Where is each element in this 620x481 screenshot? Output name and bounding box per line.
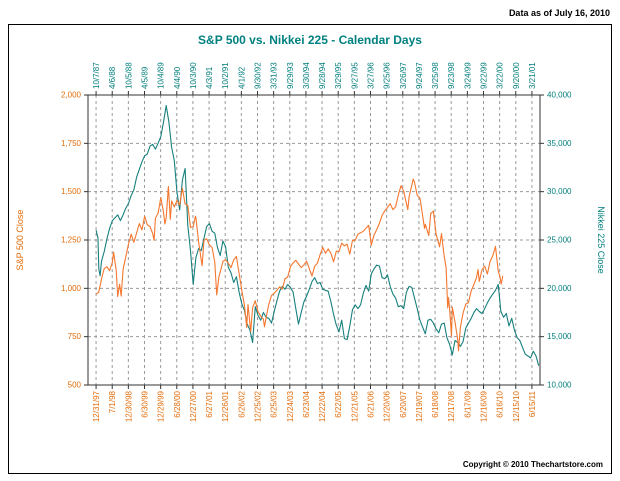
left-axis-title: S&P 500 Close bbox=[15, 210, 25, 271]
bottom-date-label: 12/29/99 bbox=[157, 390, 166, 422]
top-date-label: 9/27/95 bbox=[350, 62, 359, 89]
copyright-label: Copyright © 2010 Thechartstore.com bbox=[462, 460, 603, 469]
bottom-date-label: 6/21/06 bbox=[367, 390, 376, 417]
top-date-label: 9/24/97 bbox=[415, 62, 424, 89]
bottom-date-label: 6/15/11 bbox=[528, 390, 537, 417]
bottom-date-label: 6/23/04 bbox=[302, 390, 311, 417]
top-date-label: 9/22/99 bbox=[480, 62, 489, 89]
right-tick-label: 40,000 bbox=[547, 91, 572, 100]
top-date-label: 3/24/99 bbox=[463, 62, 472, 89]
bottom-date-label: 6/20/07 bbox=[399, 390, 408, 417]
left-tick-label: 500 bbox=[68, 381, 82, 390]
right-tick-label: 10,000 bbox=[547, 381, 572, 390]
bottom-date-label: 12/27/00 bbox=[189, 390, 198, 422]
right-tick-label: 25,000 bbox=[547, 236, 572, 245]
bottom-date-label: 6/25/03 bbox=[270, 390, 279, 417]
bottom-date-label: 7/1/98 bbox=[108, 390, 117, 413]
top-date-label: 10/7/87 bbox=[92, 62, 101, 89]
bottom-date-label: 6/22/05 bbox=[334, 390, 343, 417]
bottom-date-label: 6/26/02 bbox=[237, 390, 246, 417]
top-date-label: 9/23/98 bbox=[447, 62, 456, 89]
left-tick-label: 2,000 bbox=[61, 91, 82, 100]
data-as-of-label: Data as of July 16, 2010 bbox=[508, 8, 610, 18]
right-axis-title: Nikkei 225 Close bbox=[596, 206, 606, 274]
top-date-label: 4/5/89 bbox=[141, 66, 150, 89]
plot-area: 500 750 1,000 1,250 1,500 1,750 2,000 10,000 15,… bbox=[15, 62, 606, 422]
top-date-label: 3/27/96 bbox=[367, 62, 376, 89]
bottom-date-label: 12/26/01 bbox=[221, 390, 230, 422]
top-date-label: 10/2/91 bbox=[221, 62, 230, 89]
bottom-date-label: 12/25/02 bbox=[254, 390, 263, 422]
right-tick-label: 20,000 bbox=[547, 284, 572, 293]
s-p-500-series-line bbox=[95, 178, 504, 352]
top-date-label: 3/30/94 bbox=[302, 62, 311, 89]
top-date-label: 3/21/01 bbox=[528, 62, 537, 89]
top-date-label: 4/1/92 bbox=[237, 66, 246, 89]
right-tick-label: 30,000 bbox=[547, 187, 572, 196]
left-tick-label: 1,500 bbox=[61, 187, 82, 196]
left-tick-label: 750 bbox=[68, 332, 82, 341]
bottom-date-label: 12/21/05 bbox=[350, 390, 359, 422]
bottom-date-label: 6/18/08 bbox=[431, 390, 440, 417]
bottom-date-label: 12/15/10 bbox=[512, 390, 521, 422]
right-tick-label: 35,000 bbox=[547, 139, 572, 148]
top-date-label: 4/4/90 bbox=[173, 66, 182, 89]
bottom-date-label: 12/31/97 bbox=[92, 390, 101, 422]
bottom-date-label: 12/22/04 bbox=[318, 390, 327, 422]
right-tick-label: 15,000 bbox=[547, 332, 572, 341]
bottom-date-label: 6/17/09 bbox=[463, 390, 472, 417]
top-date-label: 9/29/93 bbox=[286, 62, 295, 89]
bottom-date-label: 12/19/07 bbox=[415, 390, 424, 422]
chart-title: S&P 500 vs. Nikkei 225 - Calendar Days bbox=[198, 33, 422, 47]
bottom-date-label: 12/24/03 bbox=[286, 390, 295, 422]
left-tick-label: 1,250 bbox=[61, 236, 82, 245]
top-date-label: 3/22/00 bbox=[496, 62, 505, 89]
top-date-label: 10/5/88 bbox=[124, 62, 133, 89]
bottom-date-label: 12/20/06 bbox=[383, 390, 392, 422]
top-date-label: 4/3/91 bbox=[205, 66, 214, 89]
top-date-label: 3/31/93 bbox=[270, 62, 279, 89]
chart-panel: S&P 500 vs. Nikkei 225 - Calendar Days 5… bbox=[8, 24, 612, 474]
top-date-label: 9/20/00 bbox=[512, 62, 521, 89]
bottom-date-label: 6/27/01 bbox=[205, 390, 214, 417]
top-date-label: 3/25/98 bbox=[431, 62, 440, 89]
top-date-label: 10/4/89 bbox=[157, 62, 166, 89]
bottom-date-label: 12/30/98 bbox=[124, 390, 133, 422]
bottom-date-label: 6/16/10 bbox=[496, 390, 505, 417]
top-date-label: 3/29/95 bbox=[334, 62, 343, 89]
top-date-label: 4/6/88 bbox=[108, 66, 117, 89]
left-tick-label: 1,750 bbox=[61, 139, 82, 148]
top-date-label: 3/26/97 bbox=[399, 62, 408, 89]
bottom-date-label: 6/30/99 bbox=[141, 390, 150, 417]
bottom-date-label: 6/28/00 bbox=[173, 390, 182, 417]
nikkei-225-series-line bbox=[95, 105, 540, 366]
bottom-date-label: 12/17/08 bbox=[447, 390, 456, 422]
bottom-date-label: 12/16/09 bbox=[480, 390, 489, 422]
top-date-label: 9/25/96 bbox=[383, 62, 392, 89]
top-date-label: 9/28/94 bbox=[318, 62, 327, 89]
top-date-label: 9/30/92 bbox=[254, 62, 263, 89]
left-tick-label: 1,000 bbox=[61, 284, 82, 293]
top-date-label: 10/3/90 bbox=[189, 62, 198, 89]
